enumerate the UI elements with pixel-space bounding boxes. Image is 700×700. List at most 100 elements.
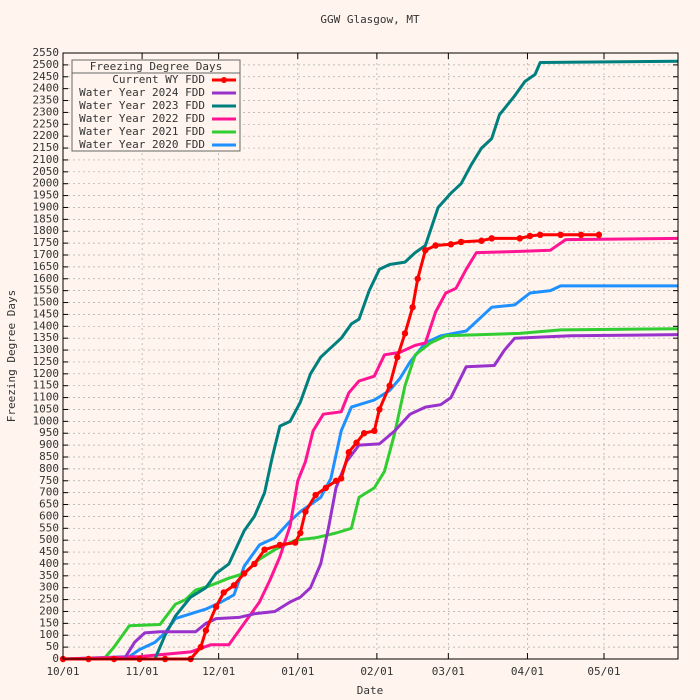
y-tick-label: 2200 — [33, 129, 60, 142]
y-tick-label: 2350 — [33, 94, 60, 107]
plot — [59, 59, 679, 663]
y-tick-label: 1050 — [33, 402, 60, 415]
y-tick-label: 650 — [39, 498, 59, 511]
legend-label: Water Year 2022 FDD — [79, 112, 205, 125]
legend-label: Water Year 2021 FDD — [79, 125, 205, 138]
data-point — [401, 330, 409, 337]
y-tick-label: 600 — [39, 509, 59, 522]
y-tick-label: 1800 — [33, 224, 60, 237]
x-tick-label: 04/01 — [511, 665, 544, 678]
data-point — [322, 484, 330, 492]
y-tick-label: 900 — [39, 438, 59, 451]
data-point — [251, 560, 258, 568]
data-point — [360, 430, 368, 437]
y-tick-label: 1450 — [33, 307, 60, 320]
legend-label: Water Year 2023 FDD — [79, 99, 205, 112]
y-tick-label: 1150 — [33, 379, 60, 392]
x-tick-label: 05/01 — [587, 665, 620, 678]
series-line — [62, 236, 679, 661]
legend-label: Water Year 2024 FDD — [79, 86, 205, 99]
y-tick-label: 1750 — [33, 236, 60, 249]
data-point — [577, 231, 585, 238]
data-point — [371, 427, 378, 435]
data-point — [536, 231, 544, 238]
y-tick-label: 2400 — [33, 82, 60, 95]
data-point — [292, 539, 299, 546]
y-tick-label: 1400 — [33, 319, 60, 332]
y-tick-label: 2550 — [33, 46, 60, 59]
data-point — [337, 475, 345, 482]
y-tick-label: 300 — [39, 581, 59, 594]
data-point — [276, 541, 284, 549]
series-line — [63, 233, 599, 661]
y-axis-label: Freezing Degree Days — [5, 290, 18, 422]
y-tick-label: 1100 — [33, 391, 60, 404]
data-point — [240, 570, 248, 577]
x-tick-label: 02/01 — [360, 665, 393, 678]
x-tick-label: 12/01 — [202, 665, 235, 678]
y-tick-label: 1300 — [33, 343, 60, 356]
data-point — [595, 231, 603, 238]
x-tick-label: 03/01 — [432, 665, 465, 678]
data-point — [488, 235, 495, 242]
data-point — [261, 546, 268, 553]
data-point — [457, 238, 465, 246]
x-axis-label: Date — [357, 684, 384, 697]
legend-title: Freezing Degree Days — [90, 60, 222, 73]
plot-frame — [62, 52, 679, 660]
data-point — [376, 406, 383, 413]
data-point — [212, 603, 220, 610]
data-point — [302, 508, 309, 515]
data-point — [414, 275, 421, 282]
y-tick-label: 1850 — [33, 212, 60, 225]
y-tick-label: 1950 — [33, 189, 60, 202]
data-point — [447, 241, 455, 248]
series-line — [62, 284, 678, 661]
y-tick-label: 1700 — [33, 248, 60, 261]
y-tick-label: 950 — [39, 426, 59, 439]
y-tick-label: 800 — [39, 462, 59, 475]
y-tick-label: 2000 — [33, 177, 60, 190]
y-tick-label: 700 — [39, 486, 59, 499]
data-point — [297, 529, 304, 537]
y-tick-label: 450 — [39, 545, 59, 558]
series-line — [63, 327, 679, 661]
y-tick-label: 750 — [39, 474, 59, 487]
y-tick-label: 250 — [39, 593, 59, 606]
x-tick-label: 10/01 — [46, 665, 79, 678]
data-point — [220, 589, 227, 596]
data-point — [197, 643, 205, 651]
y-tick-label: 1550 — [33, 284, 60, 297]
y-tick-label: 150 — [39, 616, 59, 629]
data-point — [202, 627, 210, 634]
y-tick-label: 1650 — [33, 260, 60, 273]
y-tick-label: 2150 — [33, 141, 60, 154]
y-tick-label: 50 — [46, 640, 59, 653]
data-point — [332, 477, 340, 484]
data-point — [526, 232, 534, 240]
series-line — [63, 333, 679, 661]
x-tick-label: 01/01 — [281, 665, 314, 678]
y-tick-label: 350 — [39, 569, 59, 582]
y-tick-label: 1900 — [33, 200, 60, 213]
legend-label: Current WY FDD — [112, 73, 205, 86]
data-point — [409, 304, 416, 311]
y-tick-label: 550 — [39, 521, 59, 534]
grid: 0501001502002503003504004505005506006507… — [33, 46, 678, 678]
legend-marker — [221, 77, 227, 83]
y-tick-label: 1500 — [33, 296, 60, 309]
data-point — [386, 382, 393, 389]
data-point — [478, 237, 485, 244]
y-tick-label: 1200 — [33, 367, 60, 380]
data-point — [353, 439, 360, 446]
y-tick-label: 100 — [39, 628, 59, 641]
y-tick-label: 400 — [39, 557, 59, 570]
legend: Freezing Degree Days Current WY FDDWater… — [71, 59, 241, 152]
data-point — [312, 491, 319, 499]
y-tick-label: 1000 — [33, 414, 60, 427]
y-tick-label: 2500 — [33, 58, 60, 71]
y-tick-label: 850 — [39, 450, 59, 463]
y-tick-label: 2100 — [33, 153, 60, 166]
